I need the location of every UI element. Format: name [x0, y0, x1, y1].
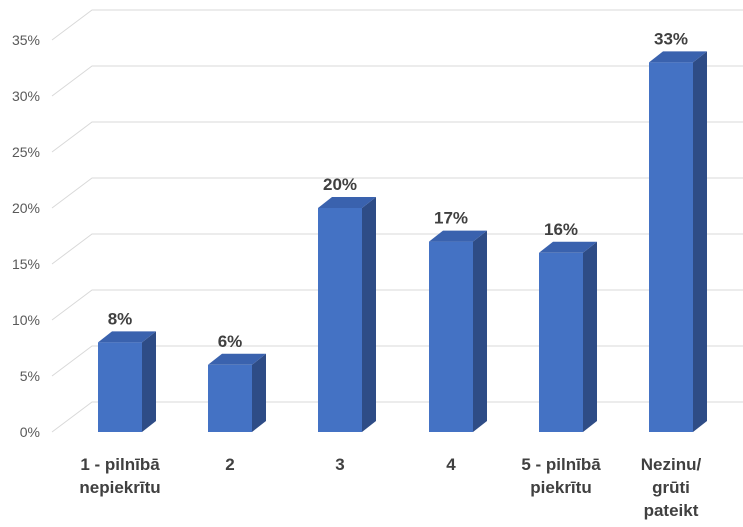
bar: [429, 230, 487, 432]
bar-front: [208, 364, 252, 432]
y-tick-label: 20%: [12, 200, 40, 216]
bar: [208, 353, 266, 432]
bar-front: [98, 342, 142, 432]
bar-side: [473, 230, 487, 432]
bar-front: [429, 241, 473, 432]
x-category-label: 2: [225, 455, 234, 474]
bar-side: [693, 51, 707, 433]
gridline: [51, 233, 743, 265]
x-category-label: Nezinu/grūti pateikt: [641, 455, 702, 520]
x-category-label: 3: [335, 455, 344, 474]
bar-side: [362, 197, 376, 432]
y-tick-label: 35%: [12, 32, 40, 48]
gridline: [51, 345, 743, 377]
y-tick-label: 15%: [12, 256, 40, 272]
y-axis: 0% 5% 10% 15% 20% 25% 30% 35%: [12, 32, 40, 440]
bar-front: [539, 252, 583, 432]
gridline: [51, 289, 743, 321]
bar-side: [252, 353, 266, 432]
gridline: [51, 401, 743, 433]
bar-top: [98, 331, 156, 343]
bars: [98, 51, 707, 433]
gridline: [51, 121, 743, 153]
gridline: [51, 65, 743, 97]
data-label: 20%: [323, 175, 357, 194]
gridline: [51, 9, 743, 41]
bar: [98, 331, 156, 432]
bar: [649, 51, 707, 433]
bar-top: [318, 197, 376, 208]
bar-top: [539, 241, 597, 253]
bar-top: [429, 230, 487, 242]
data-label: 17%: [434, 209, 468, 228]
bar-side: [142, 331, 156, 432]
x-axis: 1 - pilnībā nepiekrītu 2 3 4 5 - pilnībā piekr…: [79, 455, 701, 520]
y-tick-label: 30%: [12, 88, 40, 104]
bar-side: [583, 241, 597, 432]
bar: [539, 241, 597, 432]
data-label: 8%: [108, 309, 133, 328]
bar-top: [208, 353, 266, 365]
data-label: 16%: [544, 220, 578, 239]
data-label: 6%: [218, 332, 243, 351]
bar: [318, 197, 376, 432]
bar-front: [318, 208, 362, 432]
data-labels: 8% 6% 20% 17% 16% 33%: [108, 29, 688, 350]
bar-top: [649, 51, 707, 63]
y-tick-label: 0%: [20, 424, 40, 440]
y-tick-label: 10%: [12, 312, 40, 328]
x-category-label: 5 - pilnībā piekrītu: [521, 455, 601, 497]
y-tick-label: 5%: [20, 368, 40, 384]
gridlines: [51, 9, 743, 433]
data-label: 33%: [654, 29, 688, 48]
x-category-label: 4: [446, 455, 456, 474]
x-category-label: 1 - pilnībā nepiekrītu: [79, 455, 160, 497]
gridline: [51, 177, 743, 209]
bar-front: [649, 62, 693, 433]
y-tick-label: 25%: [12, 144, 40, 160]
